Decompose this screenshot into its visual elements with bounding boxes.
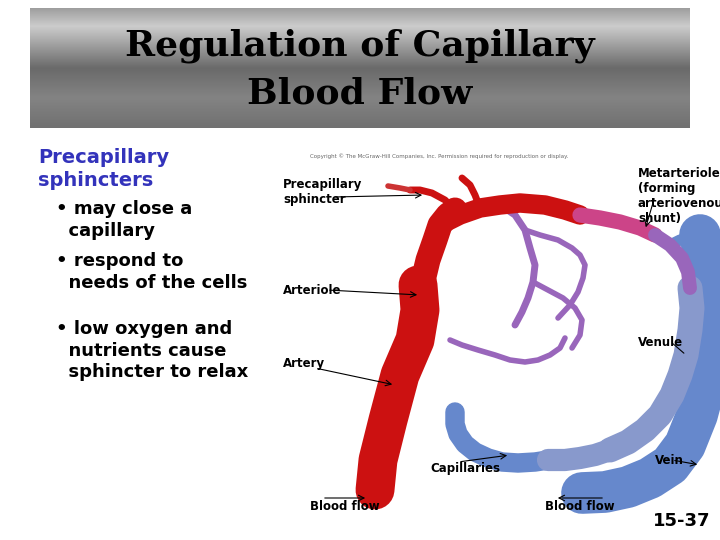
Text: Blood flow: Blood flow bbox=[545, 500, 615, 513]
Text: Venule: Venule bbox=[638, 335, 683, 348]
Text: Precapillary
sphincter: Precapillary sphincter bbox=[283, 178, 362, 206]
Text: Capillaries: Capillaries bbox=[430, 462, 500, 475]
Text: Blood Flow: Blood Flow bbox=[248, 76, 472, 110]
Text: • may close a
  capillary: • may close a capillary bbox=[56, 200, 192, 240]
Text: • respond to
  needs of the cells: • respond to needs of the cells bbox=[56, 252, 248, 292]
Text: Regulation of Capillary: Regulation of Capillary bbox=[125, 29, 595, 63]
Text: Copyright © The McGraw-Hill Companies, Inc. Permission required for reproduction: Copyright © The McGraw-Hill Companies, I… bbox=[310, 153, 568, 159]
Text: Precapillary
sphincters: Precapillary sphincters bbox=[38, 148, 169, 191]
Text: Artery: Artery bbox=[283, 356, 325, 369]
Text: Arteriole: Arteriole bbox=[283, 284, 341, 296]
Text: Vein: Vein bbox=[655, 454, 684, 467]
Text: Metarteriole
(forming
arteriovenous
shunt): Metarteriole (forming arteriovenous shun… bbox=[638, 167, 720, 225]
Text: • low oxygen and
  nutrients cause
  sphincter to relax: • low oxygen and nutrients cause sphinct… bbox=[56, 320, 248, 381]
Text: Blood flow: Blood flow bbox=[310, 500, 380, 513]
Text: 15-37: 15-37 bbox=[652, 512, 710, 530]
